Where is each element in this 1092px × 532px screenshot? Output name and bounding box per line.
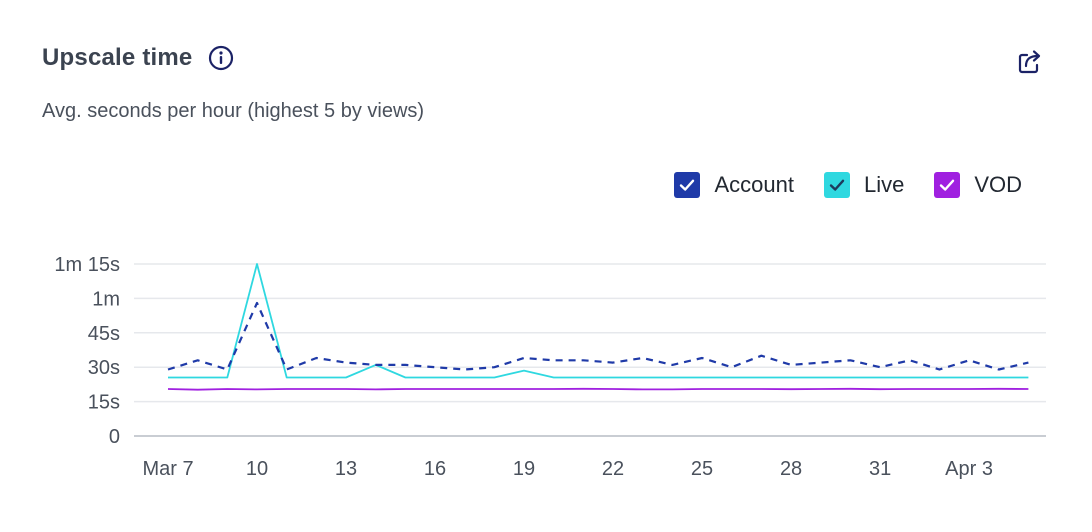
x-tick-label: Apr 3 xyxy=(945,458,993,480)
x-tick-label: 22 xyxy=(602,458,624,480)
x-tick-label: 13 xyxy=(335,458,357,480)
x-tick-label: 28 xyxy=(780,458,802,480)
y-tick-label: 45s xyxy=(88,323,120,345)
y-tick-label: 1m xyxy=(92,288,120,310)
x-tick-label: 31 xyxy=(869,458,891,480)
share-external-icon[interactable] xyxy=(1016,48,1044,76)
y-tick-label: 15s xyxy=(88,392,120,414)
x-tick-label: 10 xyxy=(246,458,268,480)
y-tick-label: 30s xyxy=(88,357,120,379)
series-line-vod xyxy=(167,387,1029,391)
chart-title: Upscale time xyxy=(42,44,193,71)
checkbox-live[interactable] xyxy=(823,172,850,198)
x-tick-label: 19 xyxy=(513,458,535,480)
legend-item-live[interactable]: Live xyxy=(823,172,905,198)
chart-legend: Account Live VOD xyxy=(644,172,1022,198)
check-icon xyxy=(829,179,845,191)
check-icon xyxy=(680,179,695,191)
legend-label-vod: VOD xyxy=(974,172,1022,197)
info-circle-icon[interactable] xyxy=(208,45,234,71)
legend-item-account[interactable]: Account xyxy=(674,172,794,198)
check-icon xyxy=(940,179,955,191)
series-line-live xyxy=(168,263,1029,379)
title-row: Upscale time xyxy=(42,44,234,72)
checkbox-vod[interactable] xyxy=(934,172,961,198)
legend-label-account: Account xyxy=(714,172,794,197)
checkbox-account[interactable] xyxy=(674,172,701,198)
x-tick-label: Mar 7 xyxy=(142,458,193,480)
legend-item-vod[interactable]: VOD xyxy=(934,172,1022,198)
y-tick-label: 0 xyxy=(109,426,120,448)
series-line-account xyxy=(167,301,1029,371)
y-tick-label: 1m 15s xyxy=(54,254,120,276)
chart-subtitle: Avg. seconds per hour (highest 5 by view… xyxy=(42,100,425,122)
x-tick-label: 25 xyxy=(691,458,713,480)
x-tick-label: 16 xyxy=(424,458,446,480)
legend-label-live: Live xyxy=(863,172,905,197)
